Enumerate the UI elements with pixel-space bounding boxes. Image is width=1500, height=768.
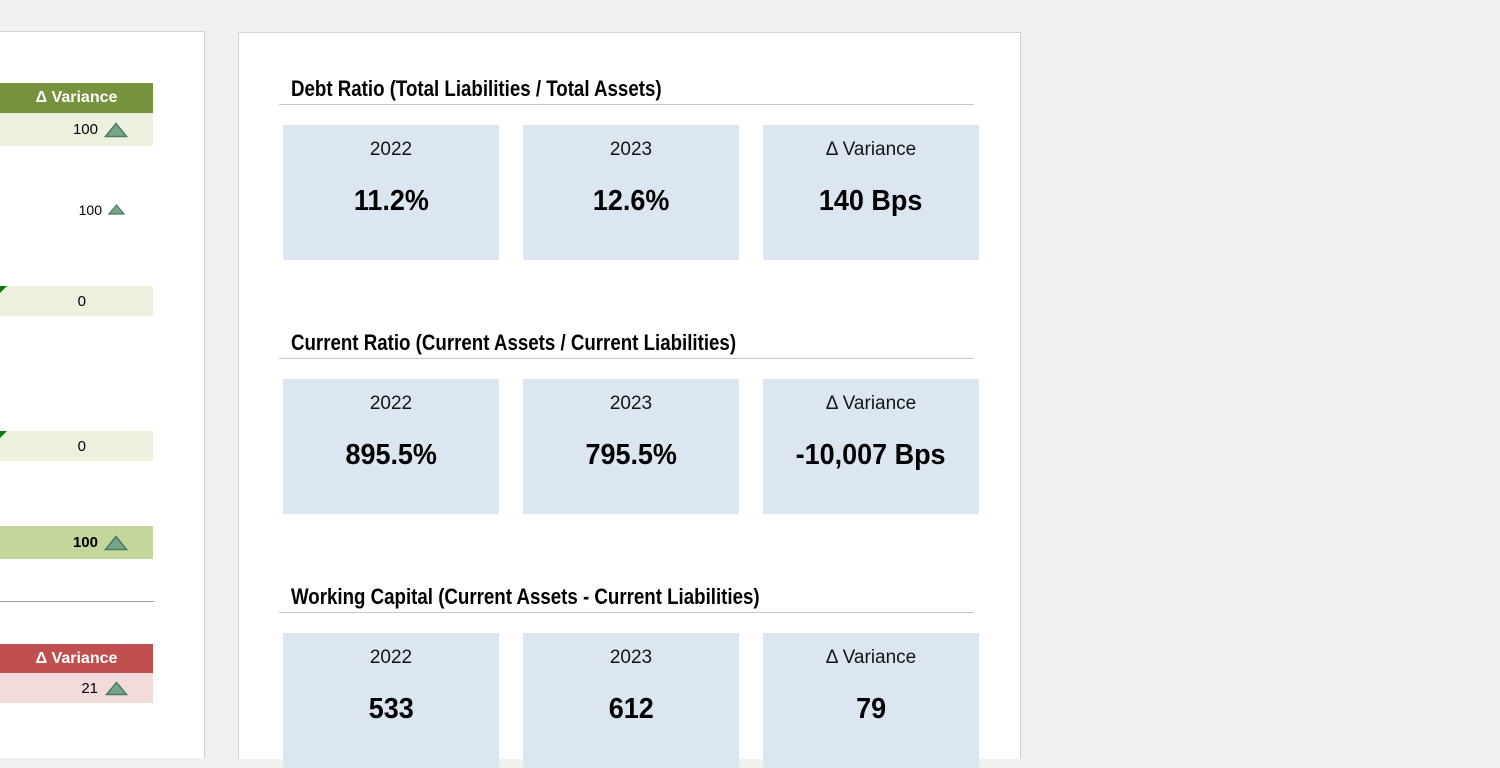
card-value: 79 <box>855 693 886 725</box>
table-row[interactable]: 0 <box>0 431 153 461</box>
kpi-card-row: 2022 11.2% 2023 12.6% Δ Variance 140 Bps <box>283 125 1020 260</box>
kpi-card-2022: 2022 895.5% <box>283 379 499 514</box>
card-label: 2023 <box>609 393 653 414</box>
cell-value: 100 <box>72 534 98 551</box>
card-value: 612 <box>608 693 654 725</box>
up-triangle-icon <box>104 534 128 551</box>
kpi-card-variance: Δ Variance 79 <box>763 633 979 768</box>
table-row[interactable]: 100 <box>0 196 153 223</box>
card-label: Δ Variance <box>825 647 917 668</box>
variance-table-panel: Δ Variance 100 100 0 0 100 Δ Variance 21 <box>0 31 205 758</box>
card-value: 533 <box>368 693 414 725</box>
card-label: Δ Variance <box>825 139 917 160</box>
kpi-card-variance: Δ Variance 140 Bps <box>763 125 979 260</box>
section-divider <box>279 612 974 613</box>
cell-value: 0 <box>77 292 86 310</box>
section-debt-ratio: Debt Ratio (Total Liabilities / Total As… <box>239 78 1020 260</box>
card-label: 2022 <box>369 139 413 160</box>
kpi-card-2023: 2023 795.5% <box>523 379 739 514</box>
card-label: 2023 <box>609 647 653 668</box>
table-divider <box>0 601 154 602</box>
cell-flag-icon <box>0 286 7 293</box>
card-label: 2022 <box>369 647 413 668</box>
cell-value: 21 <box>81 679 98 697</box>
up-triangle-icon <box>104 680 128 696</box>
table-row[interactable]: 0 <box>0 286 153 316</box>
kpi-card-2023: 2023 12.6% <box>523 125 739 260</box>
card-value: 895.5% <box>345 439 437 471</box>
cell-value: 100 <box>72 121 98 138</box>
cell-value: 0 <box>77 437 86 455</box>
kpi-card-row: 2022 895.5% 2023 795.5% Δ Variance -10,0… <box>283 379 1020 514</box>
kpi-dashboard-panel: Debt Ratio (Total Liabilities / Total As… <box>238 32 1021 768</box>
kpi-card-2022: 2022 533 <box>283 633 499 768</box>
section-working-capital: Working Capital (Current Assets - Curren… <box>239 586 1020 768</box>
kpi-card-row: 2022 533 2023 612 Δ Variance 79 <box>283 633 1020 768</box>
section-title: Working Capital (Current Assets - Curren… <box>291 584 760 609</box>
up-triangle-icon <box>104 121 128 138</box>
card-label: 2022 <box>369 393 413 414</box>
section-divider <box>279 104 974 105</box>
kpi-card-variance: Δ Variance -10,007 Bps <box>763 379 979 514</box>
card-value: -10,007 Bps <box>796 439 946 471</box>
variance-header-label: Δ Variance <box>35 89 118 106</box>
variance-header-green[interactable]: Δ Variance <box>0 83 153 113</box>
cell-value: 100 <box>78 201 102 218</box>
variance-header-red[interactable]: Δ Variance <box>0 644 153 673</box>
up-triangle-icon <box>108 204 125 215</box>
section-title: Debt Ratio (Total Liabilities / Total As… <box>291 76 662 101</box>
cell-flag-icon <box>0 431 7 438</box>
card-value: 12.6% <box>592 185 670 217</box>
kpi-card-2023: 2023 612 <box>523 633 739 768</box>
table-row[interactable]: 100 <box>0 113 153 146</box>
section-title: Current Ratio (Current Assets / Current … <box>291 330 737 355</box>
variance-header-label: Δ Variance <box>35 649 118 667</box>
table-row[interactable]: 21 <box>0 673 153 703</box>
section-current-ratio: Current Ratio (Current Assets / Current … <box>239 332 1020 514</box>
card-value: 795.5% <box>585 439 677 471</box>
card-label: Δ Variance <box>825 393 917 414</box>
table-row[interactable]: 100 <box>0 526 153 559</box>
card-label: 2023 <box>609 139 653 160</box>
card-value: 11.2% <box>353 185 429 217</box>
section-divider <box>279 358 974 359</box>
card-value: 140 Bps <box>819 185 923 217</box>
kpi-card-2022: 2022 11.2% <box>283 125 499 260</box>
